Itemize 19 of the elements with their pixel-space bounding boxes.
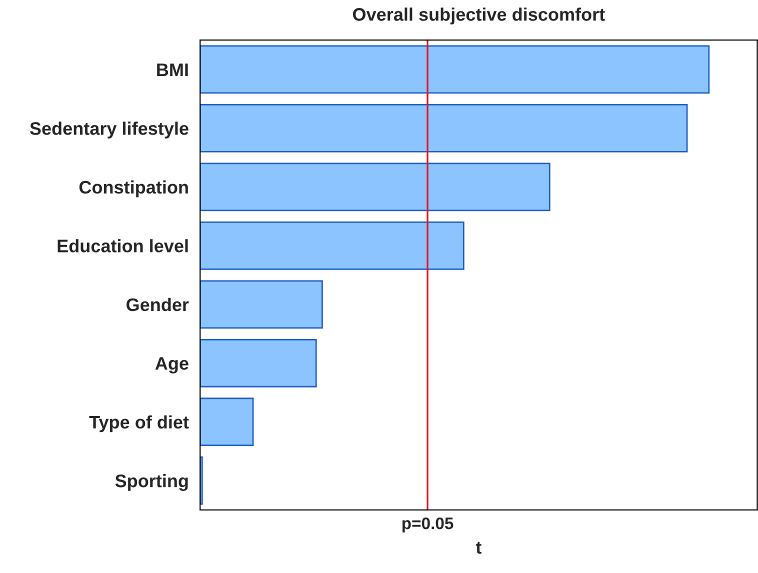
y-tick-label: Type of diet (89, 415, 189, 432)
bar (200, 338, 317, 388)
y-tick-label: Sporting (115, 474, 188, 491)
x-axis-title: t (476, 542, 482, 554)
y-tick-label: Sedentary lifestyle (30, 122, 188, 138)
y-tick-label: BMI (157, 64, 188, 76)
bar (200, 221, 464, 270)
text: p=0.05 (402, 517, 454, 533)
bar (200, 104, 688, 152)
bar (200, 398, 254, 446)
y-tick-label: Constipation (79, 180, 188, 198)
bar (200, 162, 550, 212)
y-tick-label: Gender (126, 298, 189, 312)
bar (200, 456, 203, 505)
y-tick-label: Age (155, 357, 188, 374)
y-tick-label: Education level (58, 239, 188, 252)
bar (200, 45, 710, 94)
bar (200, 280, 323, 329)
chart-title: Overall subjective discomfort (352, 8, 605, 24)
